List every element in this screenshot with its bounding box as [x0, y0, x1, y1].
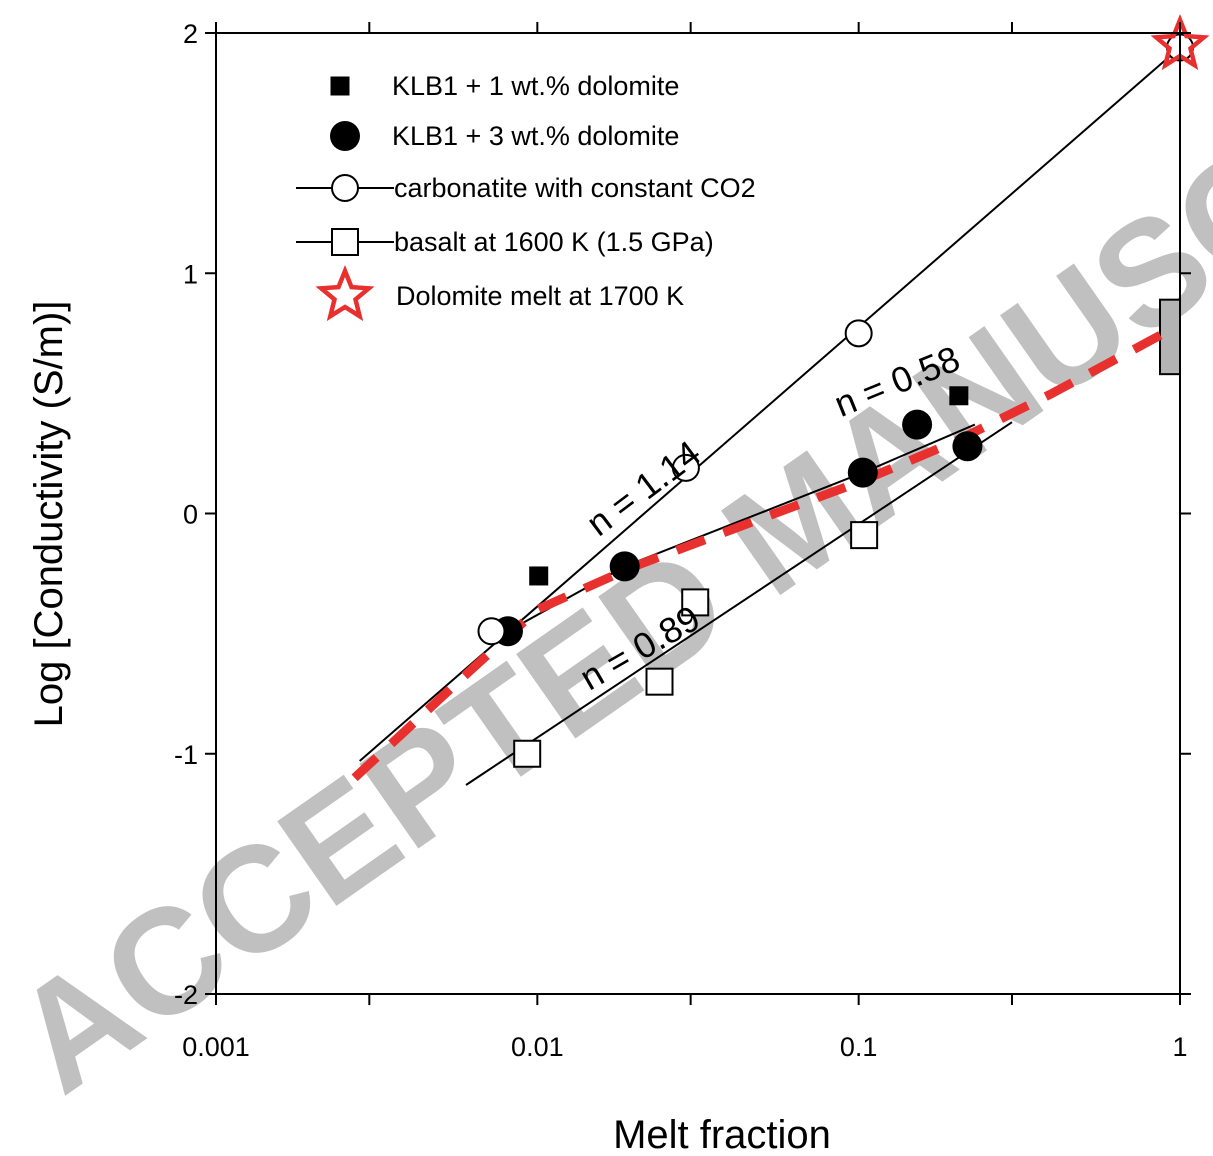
legend-marker-1: [330, 76, 350, 96]
data-point-s4-2: [645, 667, 674, 696]
data-point-s2-5: [952, 431, 983, 462]
x-tick-label: 0.001: [182, 1032, 250, 1062]
legend-marker-3: [331, 174, 359, 202]
x-tick-label: 0.1: [840, 1032, 878, 1062]
x-tick-label: 0.01: [511, 1032, 564, 1062]
legend-marker-2: [330, 121, 360, 151]
data-point-s2-3: [847, 457, 878, 488]
legend-entry-5: Dolomite melt at 1700 K: [396, 281, 684, 311]
y-axis-title: Log [Conductivity (S/m)]: [27, 301, 71, 728]
x-axis-title: Melt fraction: [613, 1113, 831, 1156]
y-tick-label: 0: [183, 500, 198, 530]
legend-entry-4: basalt at 1600 K (1.5 GPa): [394, 227, 714, 257]
y-tick-label: -2: [174, 980, 198, 1010]
y-tick-label: -1: [174, 740, 198, 770]
legend-marker-4: [331, 228, 359, 256]
y-tick-label: 1: [183, 259, 198, 289]
fit-line-4: [351, 324, 1175, 782]
legend-entry-1: KLB1 + 1 wt.% dolomite: [392, 71, 679, 101]
data-point-s1-1: [529, 566, 549, 586]
data-point-s4-1: [513, 739, 542, 768]
data-point-s3-2: [671, 453, 700, 482]
watermark-text: ACCEPTED MANUSCRIPT: [0, 0, 1213, 1124]
data-point-s4-4: [850, 521, 879, 550]
range-bar: [1159, 298, 1181, 376]
data-point-s2-2: [609, 551, 640, 582]
data-point-s3-3: [844, 319, 873, 348]
x-tick-label: 1: [1172, 1032, 1187, 1062]
data-point-s1-2: [949, 386, 969, 406]
legend-entry-2: KLB1 + 3 wt.% dolomite: [392, 121, 679, 151]
data-point-s3-1: [477, 617, 506, 646]
fit-line-2: [465, 421, 1013, 786]
y-tick-label: 2: [183, 19, 198, 49]
legend-entry-3: carbonatite with constant CO2: [394, 173, 756, 203]
data-point-s4-3: [681, 588, 710, 617]
data-point-s2-4: [902, 409, 933, 440]
legend-marker-5: [315, 264, 375, 322]
